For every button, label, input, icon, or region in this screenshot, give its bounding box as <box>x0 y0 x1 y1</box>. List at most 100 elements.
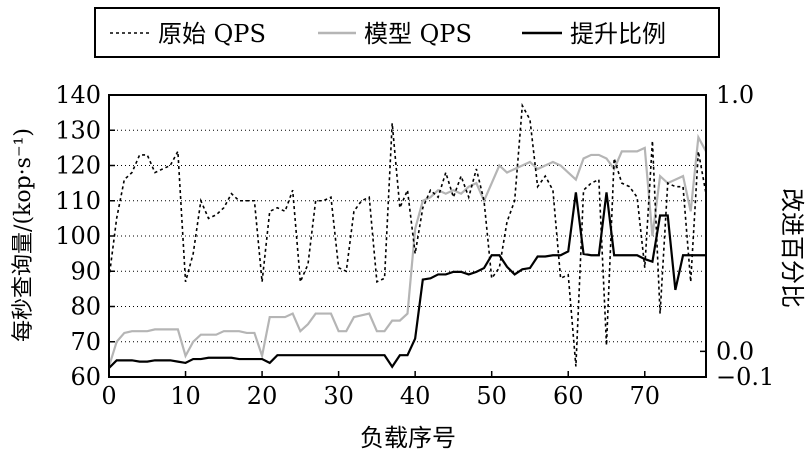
data-point-model-qps <box>261 355 262 356</box>
data-point-original-qps <box>246 200 247 201</box>
data-point-model-qps <box>583 158 584 159</box>
data-point-original-qps <box>644 267 645 268</box>
data-point-improvement-ratio <box>659 215 660 216</box>
data-point-model-qps <box>346 331 347 332</box>
data-point-improvement-ratio <box>598 255 599 256</box>
data-point-original-qps <box>124 179 125 180</box>
data-point-improvement-ratio <box>698 255 699 256</box>
data-point-original-qps <box>338 267 339 268</box>
data-point-original-qps <box>147 154 148 155</box>
data-point-model-qps <box>300 331 301 332</box>
data-point-original-qps <box>698 151 699 152</box>
data-point-improvement-ratio <box>407 355 408 356</box>
data-point-original-qps <box>407 190 408 191</box>
data-point-original-qps <box>659 313 660 314</box>
data-point-improvement-ratio <box>330 355 331 356</box>
data-point-original-qps <box>292 190 293 191</box>
data-point-original-qps <box>239 200 240 201</box>
data-point-original-qps <box>185 281 186 282</box>
data-point-original-qps <box>682 186 683 187</box>
y-axis-title-left: 每秒查询量/(kop·s⁻¹) <box>11 128 36 342</box>
y-tick-label-right: 0.0 <box>716 337 754 365</box>
data-point-improvement-ratio <box>193 358 194 359</box>
data-point-improvement-ratio <box>453 271 454 272</box>
data-point-improvement-ratio <box>361 355 362 356</box>
data-point-improvement-ratio <box>124 360 125 361</box>
data-point-model-qps <box>552 161 553 162</box>
data-point-model-qps <box>438 190 439 191</box>
data-point-model-qps <box>422 200 423 201</box>
data-point-model-qps <box>399 320 400 321</box>
data-point-model-qps <box>652 235 653 236</box>
data-point-original-qps <box>422 207 423 208</box>
y-tick-label-left: 80 <box>70 293 101 321</box>
data-point-improvement-ratio <box>445 274 446 275</box>
data-point-model-qps <box>208 334 209 335</box>
data-point-model-qps <box>537 168 538 169</box>
data-point-improvement-ratio <box>629 255 630 256</box>
data-point-model-qps <box>545 165 546 166</box>
legend-label-model-qps: 模型 QPS <box>364 20 472 48</box>
data-point-improvement-ratio <box>177 361 178 362</box>
data-point-original-qps <box>690 281 691 282</box>
data-point-original-qps <box>499 267 500 268</box>
data-point-original-qps <box>231 193 232 194</box>
data-point-improvement-ratio <box>591 255 592 256</box>
data-point-model-qps <box>239 331 240 332</box>
data-point-original-qps <box>284 211 285 212</box>
data-point-improvement-ratio <box>606 192 607 193</box>
data-point-original-qps <box>667 183 668 184</box>
data-point-original-qps <box>200 200 201 201</box>
data-point-improvement-ratio <box>491 255 492 256</box>
data-point-improvement-ratio <box>231 357 232 358</box>
data-point-model-qps <box>415 228 416 229</box>
data-point-model-qps <box>491 183 492 184</box>
data-point-improvement-ratio <box>200 358 201 359</box>
data-point-original-qps <box>675 186 676 187</box>
data-point-model-qps <box>682 175 683 176</box>
data-point-original-qps <box>591 183 592 184</box>
series-layer <box>107 102 707 369</box>
data-point-original-qps <box>277 207 278 208</box>
y-tick-label-left: 60 <box>70 363 101 391</box>
data-point-model-qps <box>568 172 569 173</box>
data-point-improvement-ratio <box>399 355 400 356</box>
data-point-original-qps <box>476 168 477 169</box>
data-point-model-qps <box>292 313 293 314</box>
data-point-improvement-ratio <box>239 358 240 359</box>
data-point-original-qps <box>637 197 638 198</box>
data-point-model-qps <box>407 313 408 314</box>
data-point-model-qps <box>514 168 515 169</box>
data-point-original-qps <box>652 140 653 141</box>
data-point-model-qps <box>216 334 217 335</box>
data-point-model-qps <box>223 331 224 332</box>
data-point-original-qps <box>346 271 347 272</box>
legend-label-original-qps: 原始 QPS <box>158 20 266 48</box>
data-point-original-qps <box>269 211 270 212</box>
data-point-original-qps <box>131 172 132 173</box>
data-point-original-qps <box>537 186 538 187</box>
data-point-model-qps <box>315 313 316 314</box>
data-point-original-qps <box>162 168 163 169</box>
data-point-model-qps <box>254 332 255 333</box>
data-point-model-qps <box>384 331 385 332</box>
data-point-model-qps <box>522 165 523 166</box>
y-axis-title-right: 改进百分比 <box>778 188 805 308</box>
data-point-model-qps <box>629 151 630 152</box>
data-point-improvement-ratio <box>315 355 316 356</box>
data-point-original-qps <box>560 278 561 279</box>
data-point-model-qps <box>162 329 163 330</box>
series-line-original-qps <box>108 102 707 367</box>
data-point-model-qps <box>307 324 308 325</box>
data-point-original-qps <box>621 183 622 184</box>
data-point-model-qps <box>499 165 500 166</box>
data-point-original-qps <box>307 264 308 265</box>
data-point-model-qps <box>277 316 278 317</box>
data-point-improvement-ratio <box>644 258 645 259</box>
data-point-improvement-ratio <box>116 360 117 361</box>
data-point-improvement-ratio <box>369 355 370 356</box>
data-point-original-qps <box>392 123 393 124</box>
data-point-model-qps <box>690 211 691 212</box>
